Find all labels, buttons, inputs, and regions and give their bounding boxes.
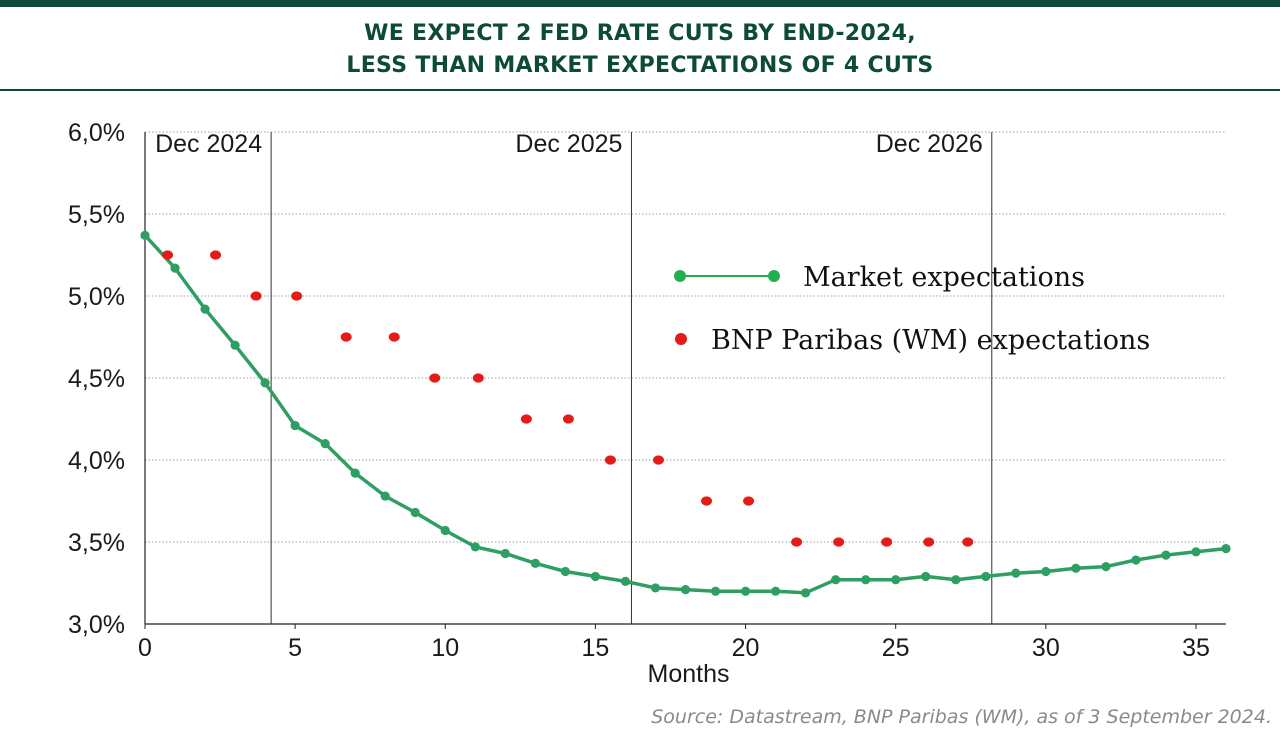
- x-tick-label: 35: [1182, 634, 1210, 662]
- bnp-expectations-point: [340, 332, 352, 342]
- market-expectations-point: [560, 566, 570, 577]
- market-expectations-point: [1011, 568, 1021, 578]
- title-divider: [0, 89, 1280, 91]
- chart-title-line-1: WE EXPECT 2 FED RATE CUTS BY END-2024,: [364, 21, 916, 46]
- y-tick-label: 6,0%: [68, 119, 125, 147]
- source-note: Source: Datastream, BNP Paribas (WM), as…: [651, 706, 1272, 728]
- market-expectations-point: [921, 571, 931, 582]
- market-expectations-point: [290, 420, 300, 431]
- chart-title: WE EXPECT 2 FED RATE CUTS BY END-2024, L…: [0, 18, 1280, 82]
- market-expectations-point: [680, 584, 691, 595]
- bnp-expectations-point: [962, 537, 974, 547]
- year-marker-label: Dec 2026: [876, 130, 983, 158]
- y-tick-label: 3,0%: [68, 611, 125, 639]
- bnp-expectations-point: [652, 455, 664, 465]
- bnp-expectations-point: [743, 496, 755, 506]
- market-expectations-point: [650, 583, 661, 593]
- bnp-expectations-point: [701, 496, 713, 506]
- x-tick-label: 0: [138, 634, 152, 662]
- chart-title-line-2: LESS THAN MARKET EXPECTATIONS OF 4 CUTS: [346, 53, 934, 78]
- legend-market-label: Market expectations: [803, 262, 1085, 293]
- market-expectations-point: [1221, 543, 1231, 554]
- legend-market-marker: [674, 270, 686, 282]
- x-tick-label: 30: [1032, 634, 1060, 662]
- bnp-expectations-point: [429, 373, 441, 383]
- market-expectations-point: [1041, 566, 1051, 577]
- bnp-expectations-point: [162, 250, 174, 260]
- market-expectations-point: [861, 575, 871, 585]
- market-expectations-point: [500, 548, 510, 559]
- bnp-expectations-point: [291, 291, 303, 301]
- bnp-expectations-point: [791, 537, 803, 547]
- market-expectations-point: [710, 586, 721, 596]
- market-expectations-point: [140, 230, 150, 240]
- market-expectations-point: [260, 378, 270, 388]
- y-tick-label: 4,5%: [68, 365, 125, 393]
- market-expectations-point: [1161, 550, 1171, 560]
- bnp-expectations-point: [562, 414, 574, 424]
- market-expectations-point: [350, 468, 360, 478]
- y-tick-label: 5,0%: [68, 283, 125, 311]
- market-expectations-point: [891, 575, 901, 585]
- x-tick-label: 5: [288, 634, 302, 662]
- x-axis-title: Months: [648, 660, 730, 688]
- market-expectations-point: [380, 491, 390, 501]
- market-expectations-point: [590, 571, 601, 582]
- market-expectations-point: [410, 507, 420, 518]
- legend-bnp-label: BNP Paribas (WM) expectations: [711, 325, 1150, 356]
- market-expectations-point: [620, 576, 631, 586]
- bnp-expectations-point: [604, 455, 616, 465]
- bnp-expectations-point: [250, 291, 262, 301]
- market-expectations-point: [230, 340, 240, 350]
- bnp-expectations-point: [833, 537, 845, 547]
- x-tick-label: 10: [431, 634, 459, 662]
- market-expectations-point: [470, 542, 480, 552]
- market-expectations-point: [530, 558, 540, 568]
- bnp-expectations-point: [388, 332, 400, 342]
- legend-market-marker: [768, 270, 780, 282]
- bnp-expectations-point: [881, 537, 893, 547]
- rate-expectations-chart: Dec 2024 Dec 2025 Dec 2026 3,0% 3,5% 4,0% 4,5…: [68, 119, 1231, 688]
- market-expectations-point: [200, 304, 210, 314]
- y-tick-label: 4,0%: [68, 447, 125, 475]
- bnp-expectations-point: [210, 250, 222, 260]
- market-expectations-point: [831, 575, 841, 585]
- bnp-expectations-point: [923, 537, 935, 547]
- x-tick-label: 20: [732, 634, 760, 662]
- market-expectations-point: [1131, 555, 1141, 565]
- market-expectations-point: [801, 588, 811, 598]
- y-tick-label: 3,5%: [68, 529, 125, 557]
- legend-bnp-marker: [675, 333, 687, 345]
- year-marker-label: Dec 2024: [155, 130, 262, 158]
- market-expectations-point: [740, 586, 751, 596]
- market-expectations-point: [951, 575, 961, 585]
- bnp-expectations-point: [472, 373, 484, 383]
- market-expectations-point: [1191, 547, 1201, 557]
- y-tick-label: 5,5%: [68, 201, 125, 229]
- market-expectations-point: [440, 525, 450, 536]
- market-expectations-point: [170, 263, 180, 273]
- market-expectations-point: [981, 571, 991, 582]
- market-expectations-point: [770, 586, 781, 596]
- market-expectations-point: [320, 439, 330, 449]
- year-marker-label: Dec 2025: [515, 130, 622, 158]
- market-expectations-point: [1101, 562, 1111, 572]
- market-expectations-point: [1071, 563, 1081, 573]
- x-tick-label: 25: [882, 634, 910, 662]
- bnp-expectations-point: [520, 414, 532, 424]
- top-accent-bar: [0, 0, 1280, 7]
- x-tick-label: 15: [582, 634, 610, 662]
